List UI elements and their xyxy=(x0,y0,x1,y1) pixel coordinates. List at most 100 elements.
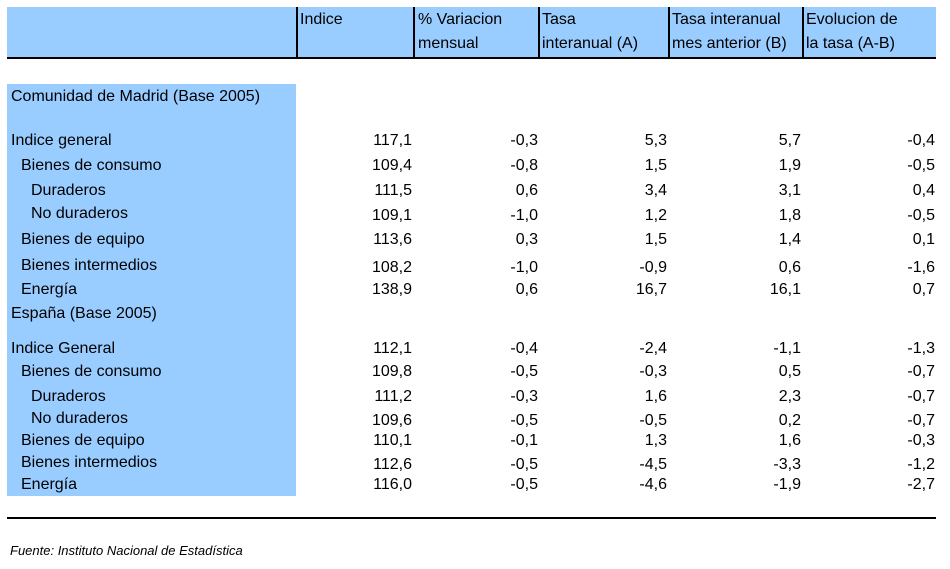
header-variacion-mensual: % Variacion mensual xyxy=(418,8,502,56)
variacion-value: -0,3 xyxy=(510,388,538,405)
evolucion-value: -0,7 xyxy=(907,363,935,380)
row-label: Bienes de equipo xyxy=(21,231,145,248)
row-label: Bienes de consumo xyxy=(21,157,162,174)
row-label: Indice general xyxy=(11,132,112,149)
indice-value: 111,5 xyxy=(374,182,412,199)
tasa-anterior-value: -1,1 xyxy=(773,340,801,357)
source-note: Fuente: Instituto Nacional de Estadístic… xyxy=(10,543,243,558)
section-title-madrid: Comunidad de Madrid (Base 2005) xyxy=(11,88,261,105)
indice-value: 109,6 xyxy=(371,412,412,429)
tasa-anterior-value: 16,1 xyxy=(769,281,801,298)
variacion-value: -0,5 xyxy=(510,363,538,380)
table-bottom-rule xyxy=(7,517,936,519)
variacion-value: -0,1 xyxy=(510,432,538,449)
table-row: Energía 116,0 -0,5 -4,6 -1,9 -2,7 xyxy=(0,475,950,495)
row-label: Energía xyxy=(21,476,78,493)
evolucion-value: -0,7 xyxy=(907,412,935,429)
tasa-anterior-value: 0,6 xyxy=(778,259,801,276)
header-indice-line: Indice xyxy=(300,11,343,28)
table-row: Indice General 112,1 -0,4 -2,4 -1,1 -1,3 xyxy=(0,339,950,359)
tasa-anterior-value: 1,9 xyxy=(778,157,801,174)
row-label: Indice General xyxy=(11,340,116,357)
header-line: mensual xyxy=(418,35,479,52)
evolucion-value: -0,7 xyxy=(907,388,935,405)
tasa-anterior-value: 5,7 xyxy=(778,132,801,149)
tasa-value: -0,9 xyxy=(639,259,667,276)
variacion-value: -0,5 xyxy=(510,476,538,493)
row-label: Duraderos xyxy=(31,388,106,405)
evolucion-value: 0,1 xyxy=(912,231,935,248)
indice-value: 109,1 xyxy=(371,207,412,224)
header-divider xyxy=(538,7,540,58)
table-row: Bienes intermedios 108,2 -1,0 -0,9 0,6 -1,6 xyxy=(0,256,950,276)
tasa-value: -4,5 xyxy=(639,456,667,473)
tasa-value: 3,4 xyxy=(644,182,667,199)
table-header xyxy=(7,7,936,58)
variacion-value: -0,3 xyxy=(510,132,538,149)
row-label: No duraderos xyxy=(31,410,128,427)
evolucion-value: 0,4 xyxy=(912,182,935,199)
indice-value: 112,1 xyxy=(373,340,412,357)
table-row: No duraderos 109,6 -0,5 -0,5 0,2 -0,7 xyxy=(0,409,950,429)
header-line: Tasa interanual xyxy=(672,11,781,28)
header-bottom-rule xyxy=(7,57,936,59)
row-label: No duraderos xyxy=(31,205,128,222)
tasa-anterior-value: 1,4 xyxy=(778,231,801,248)
tasa-value: 1,3 xyxy=(644,432,667,449)
tasa-value: 5,3 xyxy=(644,132,667,149)
tasa-value: 16,7 xyxy=(635,281,667,298)
tasa-value: 1,5 xyxy=(644,231,667,248)
row-label: Bienes intermedios xyxy=(21,257,158,274)
evolucion-value: -1,3 xyxy=(907,340,935,357)
tasa-value: -4,6 xyxy=(639,476,667,493)
variacion-value: -0,8 xyxy=(510,157,538,174)
header-line: Tasa xyxy=(542,11,576,28)
tasa-anterior-value: 0,5 xyxy=(778,363,801,380)
header-divider xyxy=(413,7,415,58)
variacion-value: 0,6 xyxy=(515,281,538,298)
indice-value: 138,9 xyxy=(371,281,412,298)
section-title-espana: España (Base 2005) xyxy=(11,305,157,322)
header-divider xyxy=(668,7,670,58)
table-row: Bienes intermedios 112,6 -0,5 -4,5 -3,3 -1,2 xyxy=(0,453,950,473)
evolucion-value: -0,5 xyxy=(907,207,935,224)
indice-value: 109,4 xyxy=(371,157,412,174)
header-line: interanual (A) xyxy=(542,35,639,52)
evolucion-value: -0,5 xyxy=(907,157,935,174)
evolucion-value: -0,4 xyxy=(907,132,935,149)
header-evolucion-tasa: Evolucion de la tasa (A-B) xyxy=(806,8,898,56)
header-divider xyxy=(296,7,298,58)
table-row: Bienes de consumo 109,8 -0,5 -0,3 0,5 -0,7 xyxy=(0,362,950,382)
table-row: No duraderos 109,1 -1,0 1,2 1,8 -0,5 xyxy=(0,204,950,224)
row-label: Duraderos xyxy=(31,182,106,199)
indice-value: 108,2 xyxy=(371,259,412,276)
table-row: Bienes de consumo 109,4 -0,8 1,5 1,9 -0,5 xyxy=(0,156,950,176)
indice-value: 110,1 xyxy=(373,432,412,449)
tasa-value: 1,2 xyxy=(644,207,667,224)
header-line: Evolucion de xyxy=(806,11,898,28)
tasa-value: -0,5 xyxy=(639,412,667,429)
variacion-value: -1,0 xyxy=(510,207,538,224)
tasa-anterior-value: 1,6 xyxy=(778,432,801,449)
evolucion-value: -1,6 xyxy=(907,259,935,276)
variacion-value: -0,5 xyxy=(510,456,538,473)
evolucion-value: -2,7 xyxy=(907,476,935,493)
evolucion-value: -1,2 xyxy=(907,456,935,473)
row-label: Bienes de equipo xyxy=(21,432,145,449)
header-divider xyxy=(802,7,804,58)
header-line: % Variacion xyxy=(418,11,503,28)
header-tasa-interanual: Tasa interanual (A) xyxy=(542,8,638,56)
indice-value: 116,0 xyxy=(373,476,412,493)
variacion-value: 0,6 xyxy=(515,182,538,199)
table-row: Bienes de equipo 113,6 0,3 1,5 1,4 0,1 xyxy=(0,230,950,250)
tasa-anterior-value: 2,3 xyxy=(778,388,801,405)
tasa-value: 1,6 xyxy=(644,388,667,405)
tasa-anterior-value: 0,2 xyxy=(778,412,801,429)
tasa-value: -0,3 xyxy=(639,363,667,380)
variacion-value: -0,5 xyxy=(510,412,538,429)
table-row: Indice general 117,1 -0,3 5,3 5,7 -0,4 xyxy=(0,131,950,151)
label-column xyxy=(7,84,296,496)
indice-value: 117,1 xyxy=(373,132,412,149)
indice-value: 111,2 xyxy=(374,388,412,405)
tasa-value: 1,5 xyxy=(644,157,667,174)
